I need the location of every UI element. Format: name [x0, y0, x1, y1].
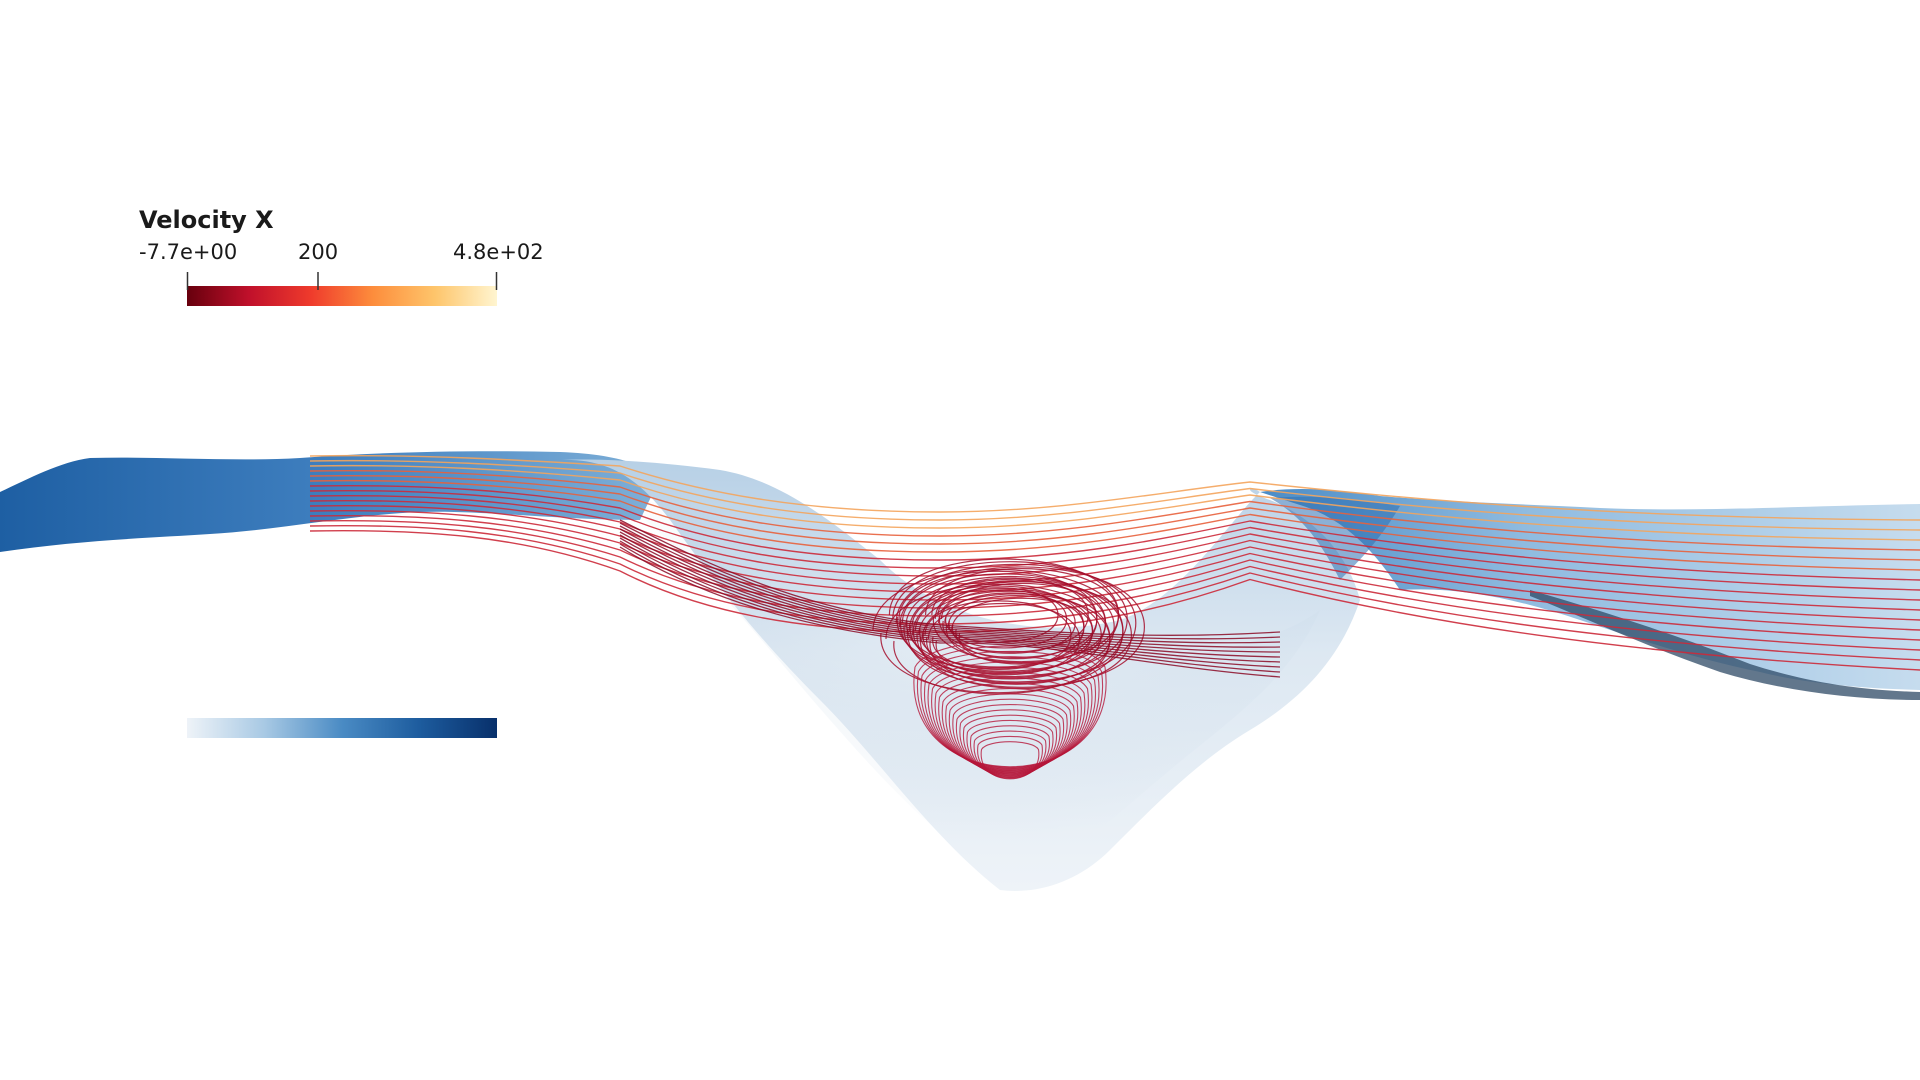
vortex-loop [888, 558, 1120, 672]
colorbar-surface-bar [187, 718, 497, 738]
streamline [309, 454, 1920, 521]
inflow-streamline [619, 537, 1281, 663]
streamline [309, 474, 1920, 561]
inflow-streamline [619, 531, 1281, 653]
colorbar-surface [187, 718, 497, 738]
vortex-loop [898, 570, 1098, 668]
streamline [309, 489, 1920, 591]
legend-title: Velocity X [139, 206, 274, 234]
inflow-streamline [619, 525, 1281, 644]
inflow-streamline [619, 534, 1281, 658]
streamline [309, 524, 1920, 661]
inflow-streamline [619, 543, 1281, 673]
inflow-streamline [619, 546, 1281, 678]
streamline [309, 464, 1920, 541]
inflow-streamline [619, 522, 1281, 640]
streamline [309, 514, 1920, 641]
tick-label-min: -7.7e+00 [139, 240, 238, 264]
vortex-loop [931, 577, 1089, 653]
terrain-ridge-highlight [1270, 496, 1400, 580]
vortex-loop [892, 561, 1128, 678]
colorbar-velocity-x [186, 272, 498, 306]
recirculation-loop [980, 741, 1040, 780]
inflow-streamline [619, 528, 1281, 648]
inflow-streamline [619, 519, 1281, 636]
streamline [309, 459, 1920, 531]
tick-label-mid: 200 [298, 240, 339, 264]
streamline [309, 519, 1920, 651]
streamline [309, 479, 1920, 571]
tick-label-max: 4.8e+02 [453, 240, 544, 264]
terrain-left-bank [0, 451, 660, 552]
colorbar-velocity-x-bar [187, 286, 497, 306]
inflow-streamline [619, 540, 1281, 668]
streamline [309, 469, 1920, 551]
streamline [309, 509, 1920, 631]
streamlines [309, 454, 1920, 780]
terrain-basin-shade [620, 500, 1320, 878]
vortex-loop [899, 566, 1146, 688]
